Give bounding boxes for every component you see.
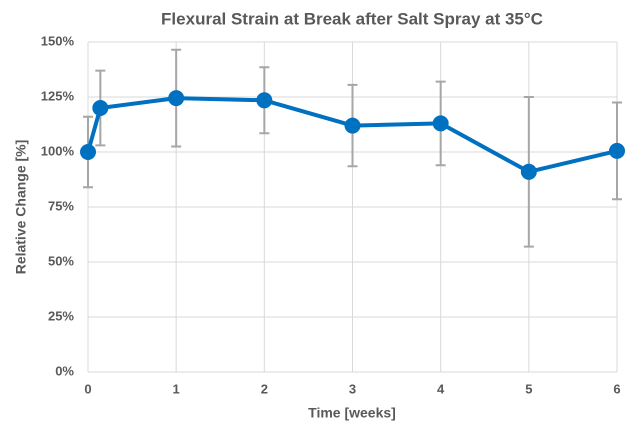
y-tick-label: 100% xyxy=(41,143,75,158)
marker xyxy=(256,92,273,109)
line xyxy=(86,96,618,174)
y-tick-label: 25% xyxy=(48,308,74,323)
marker xyxy=(520,163,537,180)
x-tick-label: 2 xyxy=(261,381,268,396)
x-tick-label: 3 xyxy=(349,381,356,396)
x-tick-label: 6 xyxy=(613,381,620,396)
y-tick-label: 0% xyxy=(55,363,74,378)
marker xyxy=(609,142,625,159)
marker xyxy=(168,90,185,107)
x-tick-label: 0 xyxy=(84,381,91,396)
x-tick-label: 5 xyxy=(525,381,532,396)
x-axis-label: Time [weeks] xyxy=(308,405,396,421)
y-tick-label: 50% xyxy=(48,253,74,268)
marker xyxy=(344,117,361,134)
x-tick-label: 4 xyxy=(437,381,445,396)
y-tick-label: 150% xyxy=(41,33,75,48)
x-tick-label: 1 xyxy=(173,381,180,396)
y-tick-label: 75% xyxy=(48,198,74,213)
marker xyxy=(80,144,96,160)
y-tick-label: 125% xyxy=(41,88,75,103)
marker xyxy=(432,115,449,132)
y-axis-label: Relative Change [%] xyxy=(13,140,29,275)
marker xyxy=(92,100,109,116)
chart-title: Flexural Strain at Break after Salt Spra… xyxy=(161,9,543,28)
